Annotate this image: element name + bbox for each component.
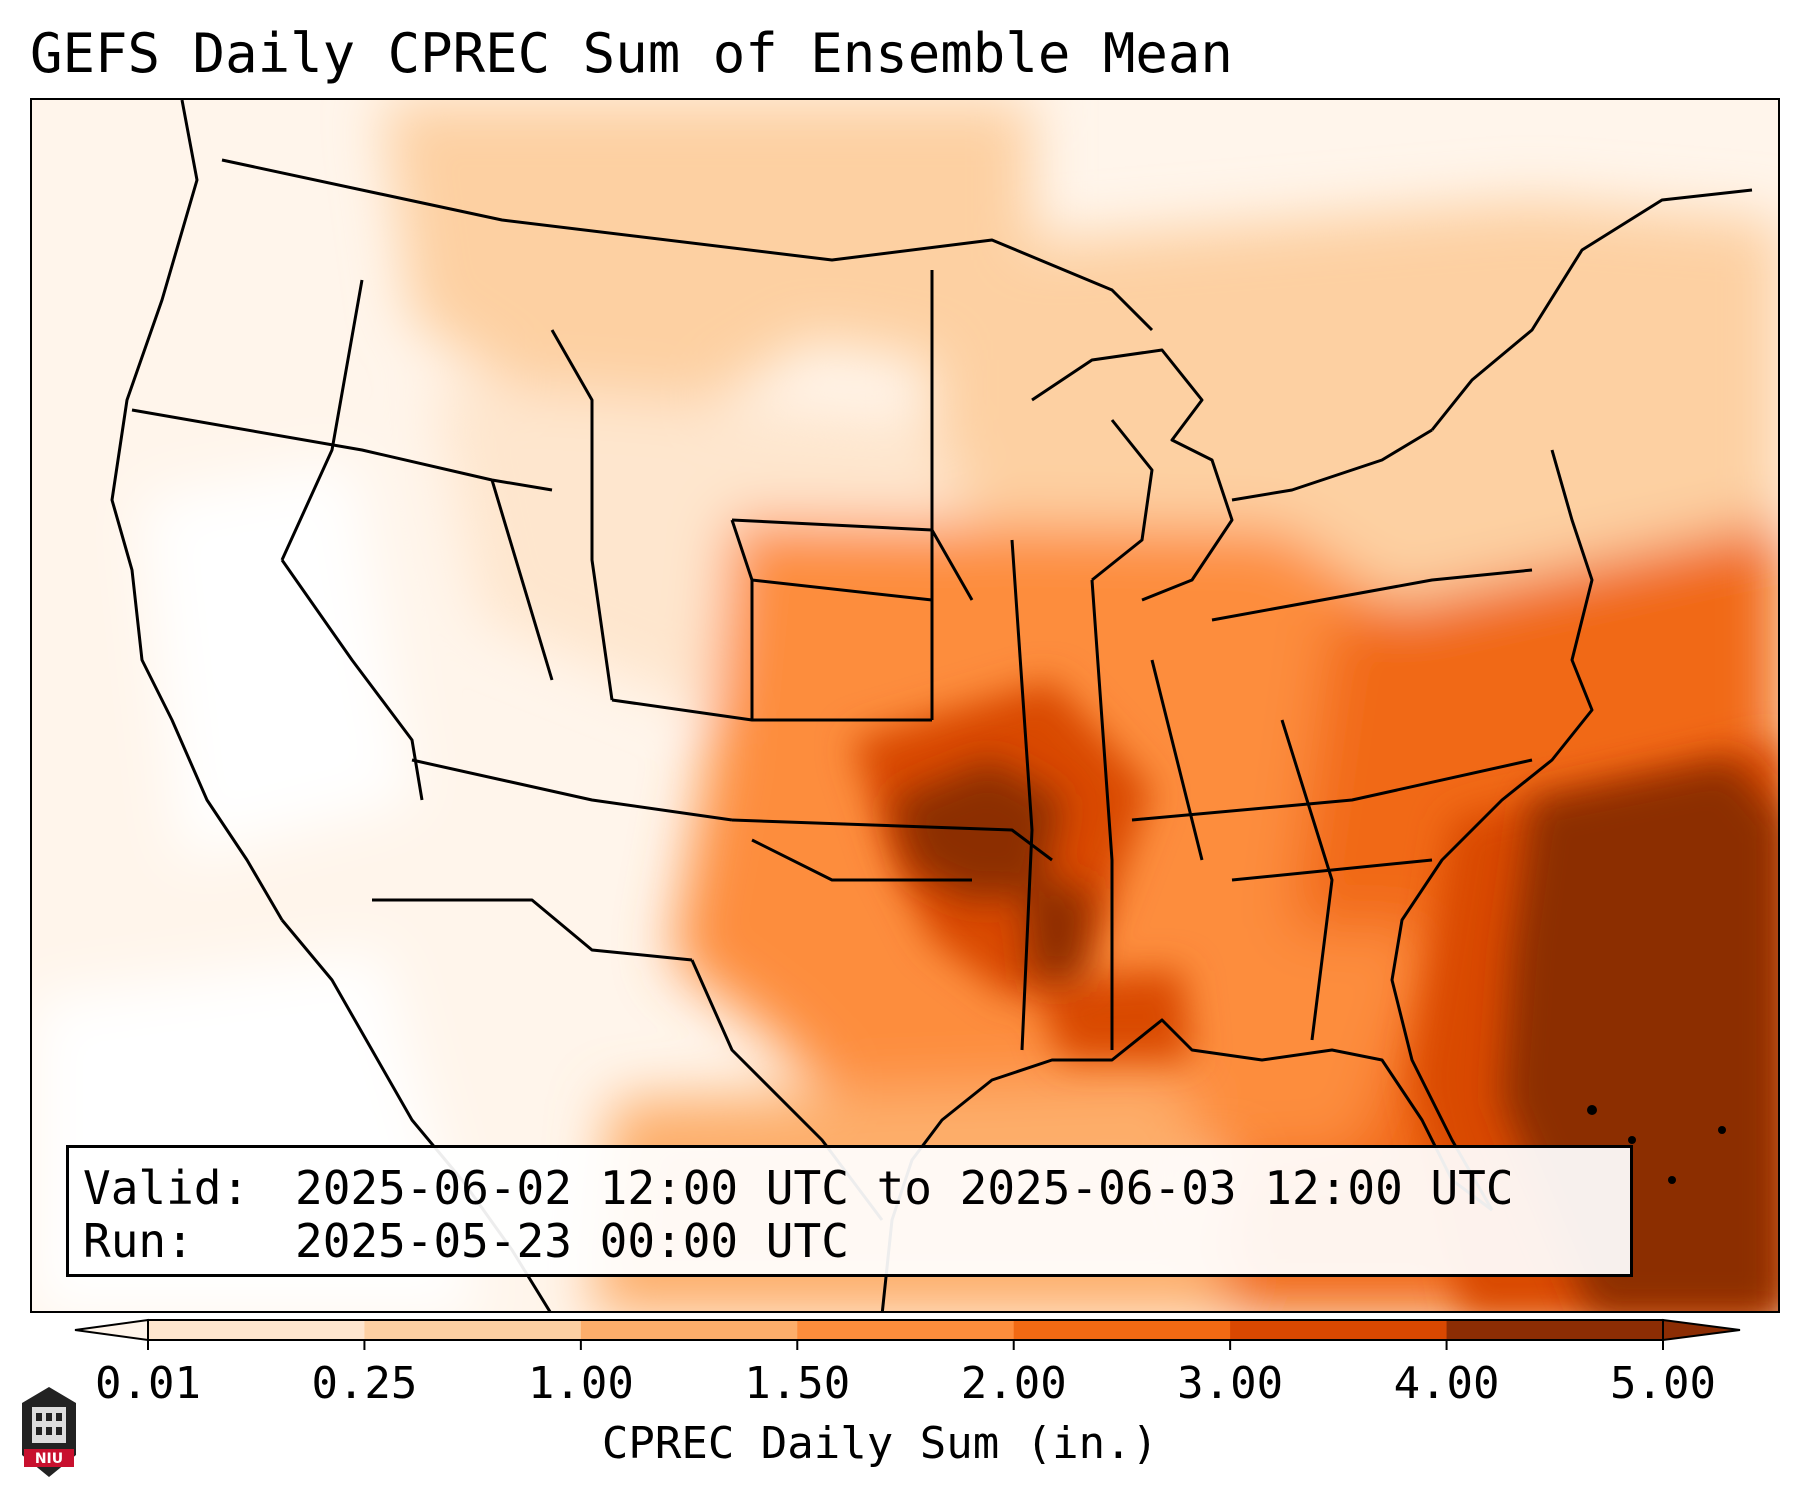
run-value: 2025-05-23 00:00 UTC [295,1214,849,1268]
colorbar-segment [148,1320,365,1340]
colorbar-outline [147,1319,1664,1341]
colorbar-tick-label: 0.25 [311,1358,418,1409]
colorbar-tick-label: 3.00 [1177,1358,1284,1409]
colorbar [74,1318,1741,1350]
svg-text:NIU: NIU [35,1451,63,1467]
colorbar-extend-low [74,1318,149,1342]
colorbar-tick-label: 1.00 [527,1358,634,1409]
colorbar-segment [364,1320,582,1340]
colorbar-segment [1013,1320,1231,1340]
valid-value: 2025-06-02 12:00 UTC to 2025-06-03 12:00… [295,1161,1514,1215]
colorbar-segment [580,1320,798,1340]
colorbar-tick-label: 5.00 [1610,1358,1716,1409]
colorbar-segment [1446,1320,1664,1340]
colorbar-tick-label: 4.00 [1393,1358,1500,1409]
colorbar-tick-label: 1.50 [744,1358,851,1409]
precipitation-map [30,98,1780,1313]
islands [1587,1105,1726,1184]
run-label: Run: [83,1214,194,1268]
valid-run-info-box: Valid: 2025-06-02 12:00 UTC to 2025-06-03… [66,1145,1633,1277]
map-title: GEFS Daily CPREC Sum of Ensemble Mean [30,22,1233,85]
niu-logo: NIU [22,1387,76,1477]
map-svg [32,100,1778,1311]
valid-label: Valid: [83,1161,250,1215]
colorbar-segment [1230,1320,1448,1340]
colorbar-extend-high [1662,1318,1741,1342]
colorbar-tick-label: 0.01 [95,1358,201,1409]
colorbar-segment [797,1320,1015,1340]
colorbar-tick-label: 2.00 [960,1358,1067,1409]
colorbar-title: CPREC Daily Sum (in.) [601,1418,1159,1469]
